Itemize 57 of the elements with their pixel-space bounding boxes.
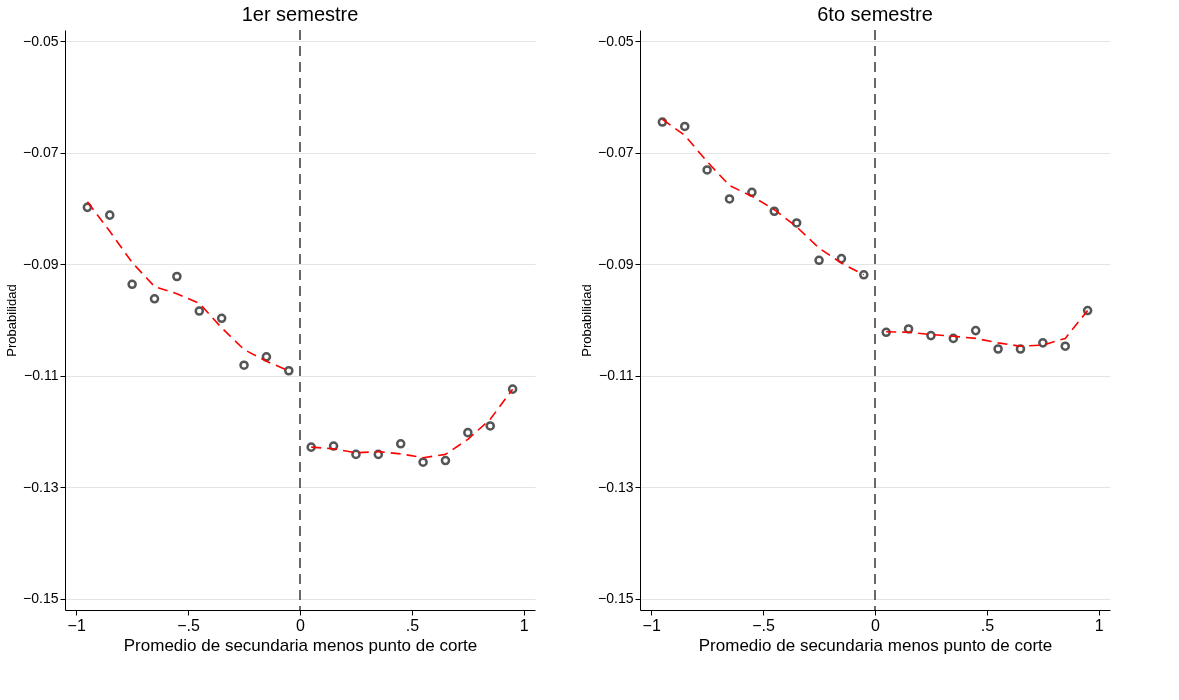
point	[149, 294, 160, 304]
point	[507, 384, 518, 394]
y-axis-title: Probabilidad	[4, 284, 20, 357]
y-tick-label: −0.11	[599, 367, 634, 384]
x-tick-label: 1	[1094, 616, 1104, 634]
x-tick-label: −1	[67, 616, 86, 634]
x-tick-label: 0	[871, 616, 881, 634]
y-tick-label: −0.09	[23, 255, 59, 272]
chart-title: 6to semestre	[817, 3, 933, 26]
chart-title: 1er semestre	[241, 3, 359, 26]
point	[351, 449, 361, 460]
point	[127, 279, 137, 290]
point	[395, 439, 406, 449]
point	[463, 427, 473, 438]
point	[657, 117, 668, 127]
point	[702, 165, 712, 175]
y-tick-label: −0.15	[23, 590, 59, 607]
y-tick-label: −0.09	[598, 255, 634, 272]
x-tick-label: 0	[296, 616, 306, 634]
y-tick-label: −0.13	[598, 478, 634, 495]
x-tick-label: 1	[519, 616, 529, 634]
y-tick-label: −0.05	[23, 32, 59, 49]
point	[239, 360, 249, 370]
point	[440, 455, 451, 466]
point	[724, 194, 735, 204]
point	[1060, 341, 1071, 351]
line-series	[310, 388, 514, 459]
x-tick-label: .5	[980, 616, 995, 634]
point	[104, 210, 115, 220]
y-tick-label: −0.07	[598, 144, 634, 161]
y-tick-label: −0.05	[598, 32, 634, 49]
point	[859, 270, 869, 280]
x-axis-title: Promedio de secundaria menos punto de corte	[698, 635, 1053, 655]
point	[216, 313, 227, 324]
y-tick-label: −0.11	[24, 367, 59, 384]
point	[418, 457, 428, 467]
point	[814, 255, 824, 266]
point	[485, 421, 496, 431]
line-series	[885, 309, 1089, 348]
point	[172, 271, 182, 282]
point	[679, 121, 690, 132]
point	[791, 218, 802, 228]
x-tick-label: .5	[405, 616, 420, 634]
x-tick-label: −.5	[752, 616, 776, 634]
point	[194, 306, 205, 316]
y-tick-label: −0.07	[23, 144, 59, 161]
x-tick-label: −.5	[177, 616, 201, 634]
x-axis-title: Promedio de secundaria menos punto de corte	[123, 635, 478, 655]
y-tick-label: −0.15	[598, 590, 634, 607]
point	[970, 325, 981, 336]
point	[284, 365, 294, 376]
point	[1082, 305, 1093, 316]
point	[993, 344, 1003, 354]
x-tick-label: −1	[642, 616, 661, 634]
y-tick-label: −0.13	[23, 478, 59, 495]
line-series	[661, 118, 865, 276]
y-axis-title: Probabilidad	[579, 284, 595, 357]
